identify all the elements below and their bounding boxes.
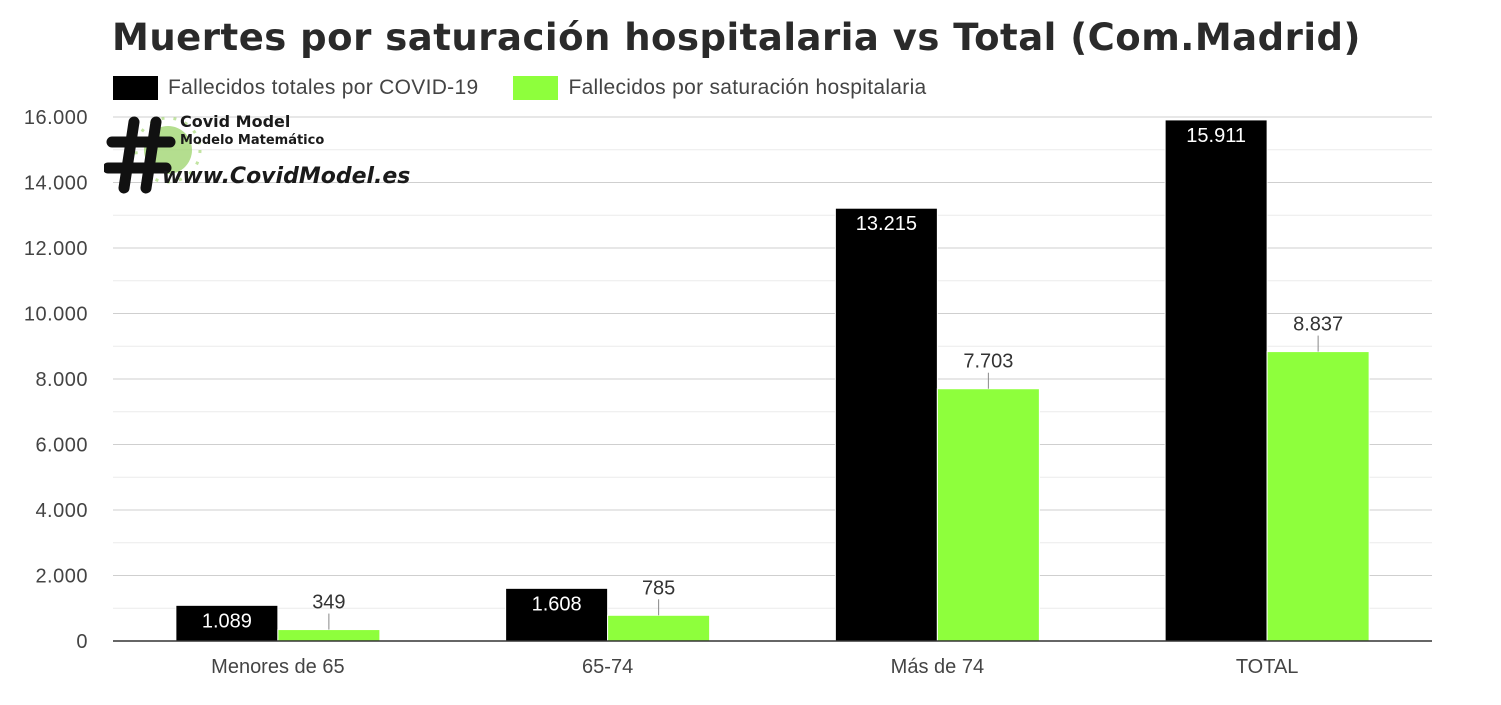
y-tick-label: 4.000	[35, 500, 88, 522]
bar-data-label: 7.703	[963, 351, 1013, 373]
y-axis-ticks: 0 2.000 4.000 6.000 8.000 10.000 12.000 14.000 1…	[24, 107, 88, 653]
bars: 1.089 349 1.608 785 13.215 7.703 15.911 8.837	[175, 119, 1370, 642]
bar-saturation	[277, 629, 381, 642]
bar-total	[1164, 119, 1268, 642]
legend: Fallecidos totales por COVID-19 Fallecid…	[113, 75, 962, 101]
bar-data-label: 15.911	[1186, 125, 1246, 147]
y-tick-label: 10.000	[24, 304, 88, 326]
bar-saturation	[936, 388, 1040, 642]
x-tick-label: 65-74	[582, 656, 633, 678]
y-tick-label: 2.000	[35, 566, 88, 588]
bar-total	[175, 604, 279, 642]
legend-item-saturation: Fallecidos por saturación hospitalaria	[513, 76, 926, 100]
x-tick-label: TOTAL	[1236, 656, 1299, 678]
y-tick-label: 6.000	[35, 435, 88, 457]
legend-swatch-saturation	[513, 76, 559, 100]
watermark-url: www.CovidModel.es	[162, 164, 411, 189]
logo-virus-hash-icon	[104, 116, 202, 194]
y-tick-label: 16.000	[24, 107, 88, 129]
bar-data-label: 785	[642, 577, 675, 599]
legend-label-saturation: Fallecidos por saturación hospitalaria	[568, 76, 927, 99]
y-tick-label: 12.000	[24, 238, 88, 260]
bar-data-label: 8.837	[1293, 314, 1343, 336]
x-tick-label: Más de 74	[891, 656, 984, 678]
x-tick-label: Menores de 65	[211, 656, 344, 678]
legend-item-total: Fallecidos totales por COVID-19	[113, 76, 478, 100]
chart-title: Muertes por saturación hospitalaria vs T…	[112, 16, 1361, 59]
bar-data-label: 349	[312, 592, 345, 614]
watermark-logo: Covid Model Modelo Matemático www.CovidM…	[104, 112, 424, 202]
legend-swatch-total	[113, 76, 158, 100]
bar-data-label: 1.089	[202, 610, 252, 632]
bar-data-label: 13.215	[856, 213, 917, 235]
y-tick-label: 14.000	[24, 173, 88, 195]
bar-saturation	[1266, 351, 1370, 642]
watermark-brand-name: Covid Model	[180, 112, 291, 131]
bar-total	[834, 207, 938, 642]
watermark-subtitle: Modelo Matemático	[180, 133, 325, 148]
x-axis-ticks: Menores de 65 65-74 Más de 74 TOTAL	[211, 656, 1298, 678]
bar-total	[505, 587, 609, 642]
bar-saturation	[607, 614, 711, 642]
y-tick-label: 8.000	[35, 369, 88, 391]
legend-label-total: Fallecidos totales por COVID-19	[168, 76, 479, 99]
bar-data-label: 1.608	[532, 593, 582, 615]
y-tick-label: 0	[76, 631, 88, 653]
